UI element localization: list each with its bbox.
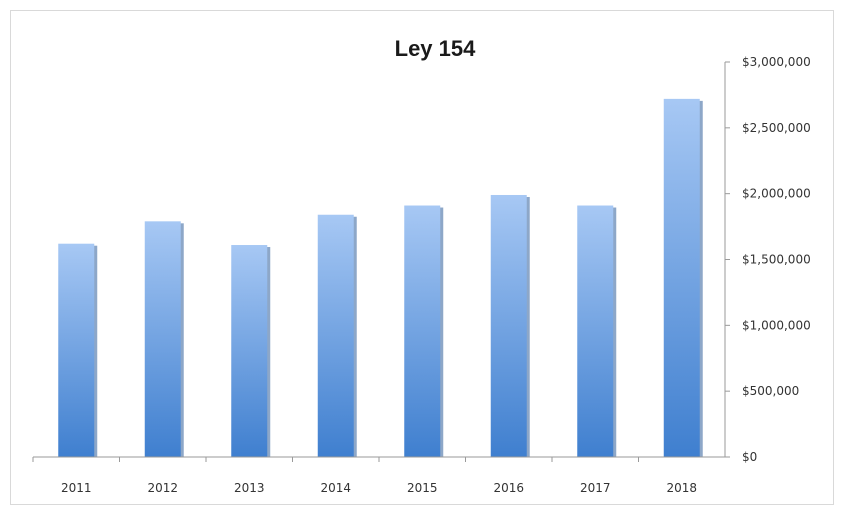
y-tick-label: $1,000,000 xyxy=(742,318,811,332)
x-tick-label: 2018 xyxy=(666,481,697,495)
chart-title: Ley 154 xyxy=(395,36,476,61)
x-tick-label: 2016 xyxy=(493,481,524,495)
x-tick-label: 2014 xyxy=(320,481,351,495)
bar-2012 xyxy=(144,221,181,457)
bar-2016 xyxy=(490,194,527,457)
x-tick-label: 2013 xyxy=(234,481,265,495)
bar-2011 xyxy=(58,243,95,457)
y-tick-label: $3,000,000 xyxy=(742,55,811,69)
x-tick-label: 2011 xyxy=(61,481,92,495)
bar-2018 xyxy=(663,98,700,457)
x-tick-label: 2017 xyxy=(580,481,611,495)
y-tick-label: $2,000,000 xyxy=(742,187,811,201)
bar-2015 xyxy=(404,205,441,457)
y-tick-label: $2,500,000 xyxy=(742,121,811,135)
axes-group: 2011 2012 2013 2014 2015 2016 2017 2018 $0 $500,0… xyxy=(32,55,811,495)
y-tick-label: $500,000 xyxy=(742,384,799,398)
bar-2017 xyxy=(577,205,614,457)
y-tick-label: $0 xyxy=(742,450,757,464)
x-tick-label: 2012 xyxy=(147,481,178,495)
y-tick-label: $1,500,000 xyxy=(742,253,811,267)
bar-2014 xyxy=(317,214,354,457)
bar-2013 xyxy=(231,245,268,457)
bars-group xyxy=(58,98,703,457)
x-tick-label: 2015 xyxy=(407,481,438,495)
